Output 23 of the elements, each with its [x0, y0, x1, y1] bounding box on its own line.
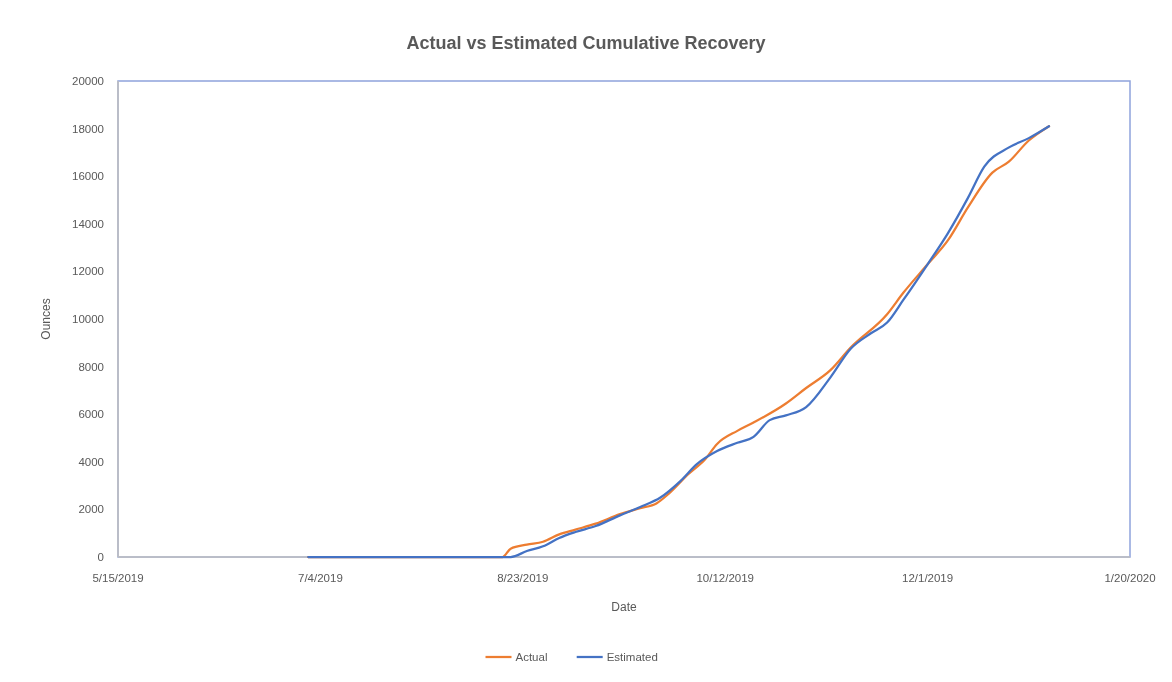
chart-title: Actual vs Estimated Cumulative Recovery: [406, 33, 766, 53]
line-series: [307, 125, 1051, 559]
x-tick-label: 8/23/2019: [497, 572, 549, 585]
y-tick-label: 6000: [78, 408, 104, 421]
y-tick-label: 14000: [72, 217, 104, 230]
y-tick-label: 18000: [72, 122, 104, 135]
x-tick-label: 7/4/2019: [298, 572, 343, 585]
y-tick-label: 10000: [72, 313, 104, 326]
legend-label: Actual: [515, 651, 548, 664]
x-tick-label: 12/1/2019: [902, 572, 954, 585]
legend-label: Estimated: [606, 651, 658, 664]
y-tick-label: 2000: [78, 503, 104, 516]
y-tick-label: 20000: [72, 75, 104, 88]
y-tick-label: 16000: [72, 170, 104, 183]
x-tick-label: 5/15/2019: [92, 572, 144, 585]
y-tick-label: 8000: [78, 360, 104, 373]
x-tick-label: 10/12/2019: [696, 572, 754, 585]
y-tick-label: 0: [97, 551, 104, 564]
x-axis-title: Date: [611, 600, 637, 615]
x-tick-label: 1/20/2020: [1104, 572, 1156, 585]
y-tick-label: 12000: [72, 265, 104, 278]
y-axis-title: Ounces: [39, 298, 54, 340]
y-tick-label: 4000: [78, 455, 104, 468]
